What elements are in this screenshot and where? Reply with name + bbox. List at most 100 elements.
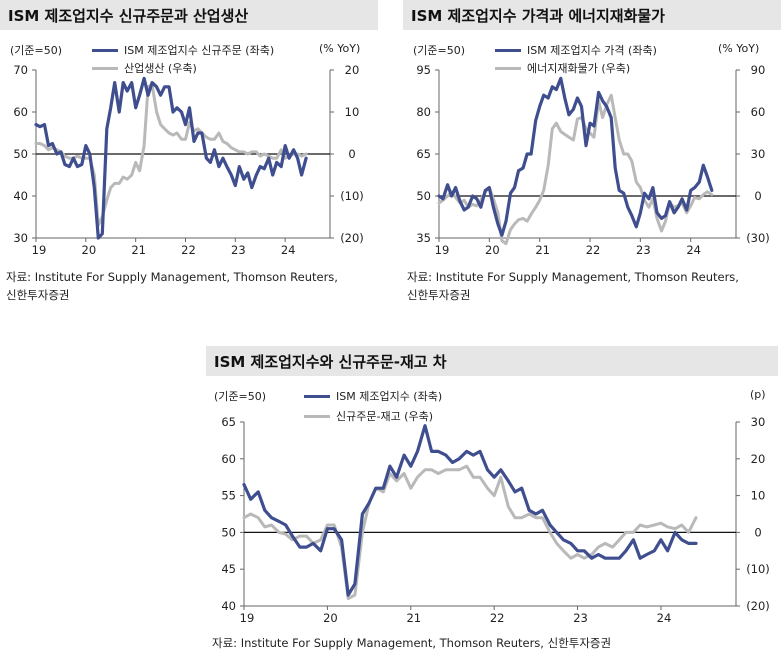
- legend-label-right: 산업생산 (우축): [124, 62, 197, 75]
- left-axis-unit: (기준=50): [10, 44, 63, 57]
- y-left-tick-label: 60: [221, 452, 236, 466]
- y-left-tick-label: 40: [13, 189, 28, 203]
- y-left-tick-label: 35: [416, 231, 431, 245]
- chart-title: ISM 제조업지수와 신규주문-재고 차: [214, 353, 447, 371]
- x-tick-label: 21: [406, 611, 421, 625]
- legend-swatch-right: [92, 66, 118, 70]
- series-line-left-axis: [437, 76, 714, 237]
- y-left-tick-label: 50: [13, 147, 28, 161]
- chart-title-bar: ISM 제조업지수와 신규주문-재고 차: [206, 346, 778, 376]
- legend-item-left: ISM 제조업지수 가격 (좌축): [495, 42, 657, 58]
- y-left-tick-label: 60: [13, 105, 28, 119]
- x-tick-label: 23: [573, 611, 588, 625]
- x-tick-label: 22: [586, 243, 601, 257]
- chart-plot-prices: 35 50 65 80 95 (30) 0 30 60 90 19 20 21 22 23 24: [416, 63, 770, 257]
- series-line-left-axis: [34, 76, 308, 240]
- chart-title-bar: ISM 제조업지수 신규주문과 산업생산: [0, 0, 378, 30]
- legend-swatch-left: [304, 394, 330, 398]
- right-axis-unit: (% YoY): [319, 42, 361, 55]
- series-line-right-axis: [437, 93, 714, 246]
- x-tick-label: 19: [32, 243, 47, 257]
- left-axis-unit: (기준=50): [413, 44, 466, 57]
- chart-plot-new-orders: 30 40 50 60 70 (20) (10) 0 10 20 19 20 21 22 23 24: [13, 63, 364, 257]
- x-tick-label: 22: [181, 243, 196, 257]
- chart-panel-prices: ISM 제조업지수 가격과 에너지재화물가 (기준=50) (% YoY) IS…: [403, 0, 783, 320]
- chart-plot-ism-spread: 40 45 50 55 60 65 (20) (10) 0 10 20 30 19 20 21 22 23 24: [221, 415, 770, 625]
- y-left-tick-label: 40: [221, 599, 236, 613]
- y-right-tick-label: 0: [754, 189, 761, 203]
- legend-item-left: ISM 제조업지수 신규주문 (좌축): [92, 42, 274, 58]
- series-line-right-axis: [242, 464, 698, 601]
- y-right-tick-label: (30): [746, 231, 770, 245]
- chart-panel-ism-spread: ISM 제조업지수와 신규주문-재고 차 (기준=50) (p) ISM 제조업…: [206, 346, 780, 655]
- y-left-tick-label: 50: [416, 189, 431, 203]
- y-right-tick-label: (10): [340, 189, 364, 203]
- series-line-right-axis: [34, 83, 308, 227]
- y-left-tick-label: 55: [221, 489, 236, 503]
- x-tick-label: 23: [636, 243, 651, 257]
- chart-title: ISM 제조업지수 신규주문과 산업생산: [8, 7, 249, 25]
- source-note: 자료: Institute For Supply Management, Tho…: [212, 634, 772, 652]
- source-line: 신한투자증권: [407, 288, 471, 302]
- legend-item-right: 산업생산 (우축): [92, 60, 197, 76]
- source-note: 자료: Institute For Supply Management, Tho…: [407, 268, 781, 304]
- x-tick-label: 24: [686, 243, 701, 257]
- y-left-tick-label: 65: [416, 147, 431, 161]
- y-right-tick-label: 60: [751, 105, 766, 119]
- right-axis-unit: (% YoY): [718, 42, 760, 55]
- x-tick-label: 23: [231, 243, 246, 257]
- y-right-tick-label: 30: [751, 147, 766, 161]
- y-left-tick-label: 45: [221, 562, 236, 576]
- y-right-tick-label: 0: [754, 525, 761, 539]
- y-left-tick-label: 65: [221, 415, 236, 429]
- source-line: 자료: Institute For Supply Management, Tho…: [6, 270, 338, 284]
- x-tick-label: 21: [131, 243, 146, 257]
- legend-item-left: ISM 제조업지수 (좌축): [304, 388, 442, 404]
- source-line: 자료: Institute For Supply Management, Tho…: [407, 270, 739, 284]
- legend-label-left: ISM 제조업지수 (좌축): [336, 390, 443, 403]
- source-note: 자료: Institute For Supply Management, Tho…: [6, 268, 376, 304]
- y-left-tick-label: 70: [13, 63, 28, 77]
- legend-label-left: ISM 제조업지수 가격 (좌축): [527, 44, 657, 57]
- chart-title-bar: ISM 제조업지수 가격과 에너지재화물가: [403, 0, 781, 30]
- y-left-tick-label: 30: [13, 231, 28, 245]
- legend-swatch-left: [495, 48, 521, 52]
- legend-swatch-right: [304, 414, 330, 418]
- chart-title: ISM 제조업지수 가격과 에너지재화물가: [411, 7, 665, 25]
- y-right-tick-label: 20: [751, 452, 766, 466]
- source-line: 자료: Institute For Supply Management, Tho…: [212, 636, 612, 650]
- x-tick-label: 20: [485, 243, 500, 257]
- x-tick-label: 22: [490, 611, 505, 625]
- right-axis-unit: (p): [750, 388, 766, 401]
- x-tick-label: 19: [240, 611, 255, 625]
- legend-label-right: 에너지재화물가 (우축): [527, 62, 631, 75]
- legend-swatch-left: [92, 48, 118, 52]
- x-tick-label: 20: [82, 243, 97, 257]
- y-right-tick-label: 30: [751, 415, 766, 429]
- left-axis-unit: (기준=50): [214, 390, 267, 403]
- y-right-tick-label: (10): [746, 562, 770, 576]
- y-right-tick-label: 90: [751, 63, 766, 77]
- legend-label-right: 신규주문-재고 (우축): [336, 410, 434, 423]
- y-right-tick-label: 10: [751, 489, 766, 503]
- x-tick-label: 20: [323, 611, 338, 625]
- legend-label-left: ISM 제조업지수 신규주문 (좌축): [124, 44, 275, 57]
- y-right-tick-label: (20): [340, 231, 364, 245]
- y-right-tick-label: 20: [345, 63, 360, 77]
- x-tick-label: 24: [281, 243, 296, 257]
- source-line: 신한투자증권: [6, 288, 70, 302]
- x-tick-label: 24: [657, 611, 672, 625]
- y-right-tick-label: 0: [348, 147, 355, 161]
- x-tick-label: 19: [435, 243, 450, 257]
- x-tick-label: 21: [535, 243, 550, 257]
- y-right-tick-label: (20): [746, 599, 770, 613]
- legend-item-right: 신규주문-재고 (우축): [304, 408, 433, 424]
- series-line-left-axis: [242, 424, 698, 597]
- legend-item-right: 에너지재화물가 (우축): [495, 60, 630, 76]
- y-left-tick-label: 80: [416, 105, 431, 119]
- chart-panel-new-orders: ISM 제조업지수 신규주문과 산업생산 (기준=50) (% YoY) ISM…: [0, 0, 380, 320]
- y-right-tick-label: 10: [345, 105, 360, 119]
- legend-swatch-right: [495, 66, 521, 70]
- y-left-tick-label: 50: [221, 525, 236, 539]
- y-left-tick-label: 95: [416, 63, 431, 77]
